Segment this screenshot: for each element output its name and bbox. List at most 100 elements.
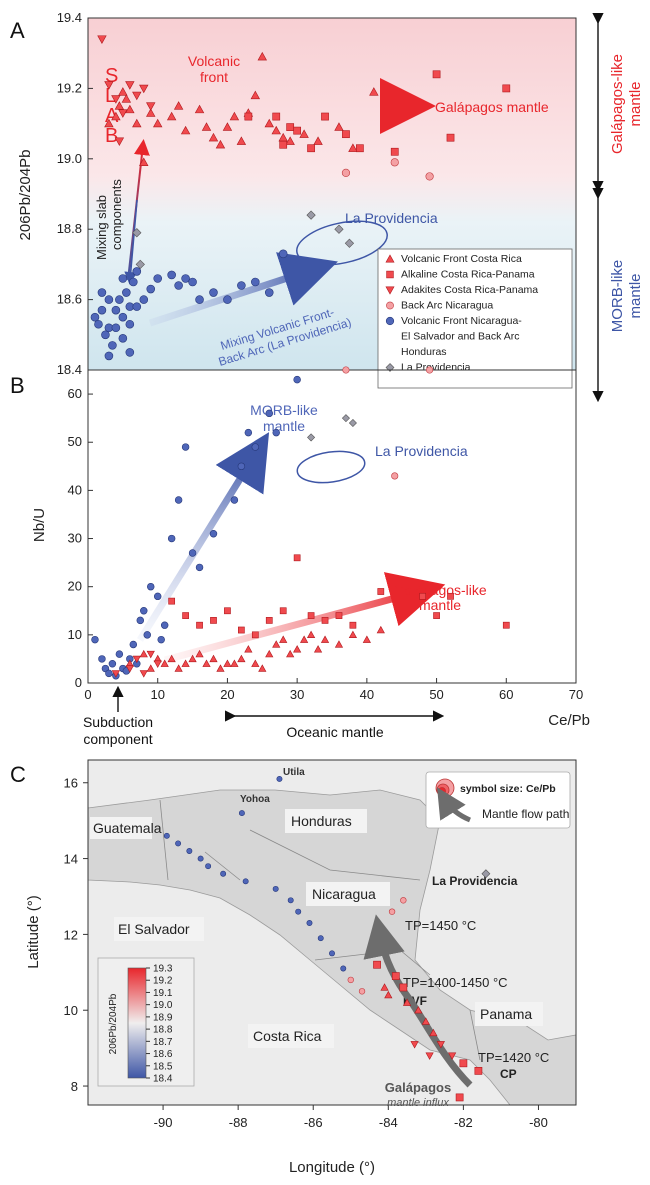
data-point	[376, 625, 385, 634]
x-tick-label: -84	[379, 1115, 398, 1130]
x-tick-label: 30	[290, 687, 304, 702]
data-point	[129, 640, 138, 649]
mixing-vf-arrow	[148, 252, 338, 327]
data-point	[313, 136, 323, 145]
legend-label: Back Arc Nicaragua	[401, 300, 493, 312]
map-sample	[373, 960, 381, 969]
data-point	[307, 612, 315, 619]
data-point	[180, 125, 191, 135]
x-tick-label: 10	[150, 687, 164, 702]
legend-label: El Salvador and Back Arc	[401, 331, 519, 343]
slab-letter: B	[105, 125, 118, 147]
mantle-flow-legend-label: Mantle flow path	[482, 807, 569, 821]
data-point	[341, 168, 351, 177]
morb-label-b: mantle	[263, 418, 305, 434]
panel-a-label: A	[10, 18, 25, 43]
x-tick-label: 60	[499, 687, 513, 702]
data-point	[132, 655, 141, 664]
label-mantle-influx: mantle influx	[387, 1097, 449, 1109]
morb-arrow-b	[137, 432, 270, 642]
mantle-flow-legend-icon	[437, 787, 472, 823]
colorbar-tick-label: 18.5	[153, 1061, 173, 1072]
map-y-axis-label: Latitude (°)	[25, 895, 42, 969]
data-point	[153, 660, 162, 668]
data-point	[369, 87, 379, 96]
data-point	[279, 140, 288, 149]
data-point	[229, 111, 240, 121]
label-yohoa: Yohoa	[240, 794, 270, 805]
x-tick-label: -90	[154, 1115, 173, 1130]
data-point	[115, 295, 124, 304]
data-point	[286, 649, 295, 658]
data-point	[306, 630, 316, 639]
legend-a: Volcanic Front Costa Rica Alkaline Costa …	[385, 253, 538, 374]
x-tick-label: 0	[84, 687, 91, 702]
data-point	[377, 588, 385, 595]
data-point	[97, 288, 107, 297]
data-point	[348, 143, 358, 152]
data-point	[251, 659, 260, 667]
colorbar-tick-label: 19.2	[153, 976, 173, 987]
data-point	[111, 95, 121, 104]
data-point	[140, 607, 148, 615]
data-point	[237, 462, 246, 471]
label-tp3: TP=1420 °C	[478, 1050, 549, 1065]
mixing-slab-label: Mixing slab	[94, 195, 109, 260]
data-point	[98, 655, 106, 663]
map-sample	[272, 885, 279, 892]
data-point	[146, 108, 156, 117]
data-point	[160, 659, 169, 667]
data-point	[174, 664, 183, 672]
label-la-providencia-map: La Providencia	[432, 874, 518, 888]
data-point	[236, 136, 247, 145]
la-providencia-label-a: La Providencia	[345, 210, 438, 226]
data-point	[118, 109, 128, 118]
data-point	[132, 228, 142, 238]
mixing-slab-arrow-down	[124, 199, 138, 285]
data-point	[502, 84, 511, 93]
label-bg-nicaragua	[306, 882, 390, 906]
label-guatemala: Guatemala	[93, 820, 162, 836]
map-frame	[87, 759, 577, 1106]
legend-label: Adakites Costa Rica-Panama	[401, 284, 538, 296]
map-borders	[159, 799, 481, 1061]
label-bg-costa-rica	[248, 1024, 334, 1048]
data-point	[342, 366, 350, 374]
colorbar-tick-label: 18.4	[153, 1074, 173, 1085]
data-point	[111, 323, 121, 333]
data-point	[139, 84, 149, 94]
y-tick-label: 12	[64, 927, 78, 942]
panel-a-points	[90, 35, 511, 361]
map-sample	[347, 976, 354, 984]
mixing-slab-label: components	[109, 179, 124, 250]
colorbar	[127, 967, 147, 1079]
data-point	[334, 640, 344, 648]
data-point	[188, 549, 197, 557]
data-point	[209, 288, 218, 297]
data-point	[342, 130, 350, 139]
data-point	[344, 238, 355, 248]
colorbar-tick-label: 18.7	[153, 1037, 173, 1048]
data-point	[244, 645, 253, 653]
data-point	[307, 144, 315, 153]
panel-b-y-axis-label: Nb/U	[31, 508, 48, 542]
data-point	[279, 635, 288, 643]
data-point	[419, 592, 426, 600]
map-sample	[399, 983, 408, 992]
map-sample	[459, 1059, 468, 1068]
data-point	[300, 635, 309, 643]
data-point	[426, 366, 434, 374]
label-honduras: Honduras	[291, 813, 352, 829]
data-point	[118, 87, 128, 96]
data-point	[251, 277, 260, 287]
data-point	[132, 91, 142, 101]
data-point	[208, 132, 219, 142]
data-point	[90, 312, 100, 322]
legend-label: La Providencia	[401, 362, 471, 374]
data-point	[502, 621, 510, 629]
data-point	[182, 612, 189, 619]
data-point	[188, 277, 197, 287]
legend-marker	[386, 301, 394, 310]
data-point	[238, 626, 245, 634]
data-point	[341, 414, 350, 423]
